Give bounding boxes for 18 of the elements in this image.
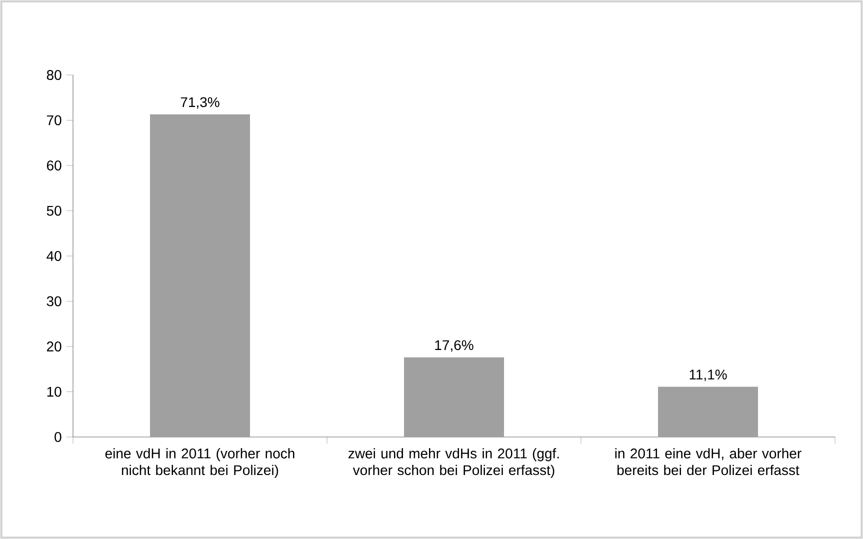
x-tick-label: eine vdH in 2011 (vorher noch nicht bekannt bei Polizei) [105,448,294,478]
y-tick-label: 70 [46,115,62,126]
x-tick-label: zwei und mehr vdHs in 2011 (ggf. vorher schon bei Polizei erfasst) [348,448,559,478]
y-tick-label: 20 [46,342,62,352]
data-label: 17,6% [435,340,474,352]
x-tick-label: in 2011 eine vdH, aber vorher bereits bei der Polizei erfasst [615,448,802,476]
y-tick-label: 50 [46,206,62,216]
bar [404,357,504,437]
y-tick-label: 10 [47,386,62,397]
y-tick-label: 40 [46,251,62,261]
y-tick-label: 0 [54,432,62,442]
bar [658,386,758,437]
y-tick-label: 60 [46,160,62,170]
bar [150,114,250,437]
data-label: 71,3% [180,97,220,109]
y-tick-label: 30 [46,296,62,306]
y-tick-label: 80 [46,70,62,80]
data-label: 11,1% [690,370,727,382]
